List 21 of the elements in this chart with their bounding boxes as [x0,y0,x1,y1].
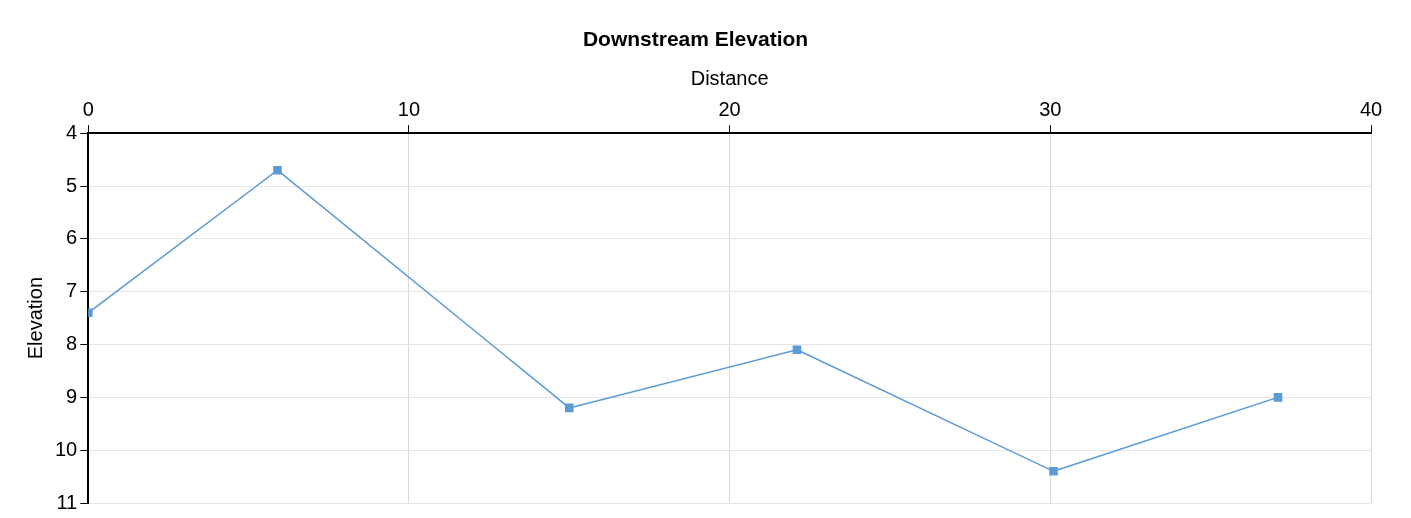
x-axis-title: Distance [690,66,769,89]
point [1273,393,1283,402]
point [1049,467,1058,476]
y-axis-title: Elevation [23,276,46,360]
y-tick-label: 9 [66,384,78,407]
x-tick-label: 20 [718,97,741,120]
y-tick-label: 7 [66,279,78,302]
y-tick-label: 5 [66,173,78,196]
x-tick-label: 0 [82,97,94,120]
y-tick-label: 10 [55,437,78,460]
y-tick-label: 8 [66,332,78,355]
x-tick-label: 40 [1359,97,1383,120]
point [273,165,282,175]
y-tick-label: 4 [66,120,78,143]
x-tick-label: 30 [1039,97,1062,120]
y-tick-label: 11 [56,490,78,513]
point [792,345,802,355]
chart-title: Downstream Elevation [582,27,809,51]
x-tick-label: 10 [397,97,421,120]
point [564,403,574,413]
y-tick-label: 6 [66,226,78,249]
